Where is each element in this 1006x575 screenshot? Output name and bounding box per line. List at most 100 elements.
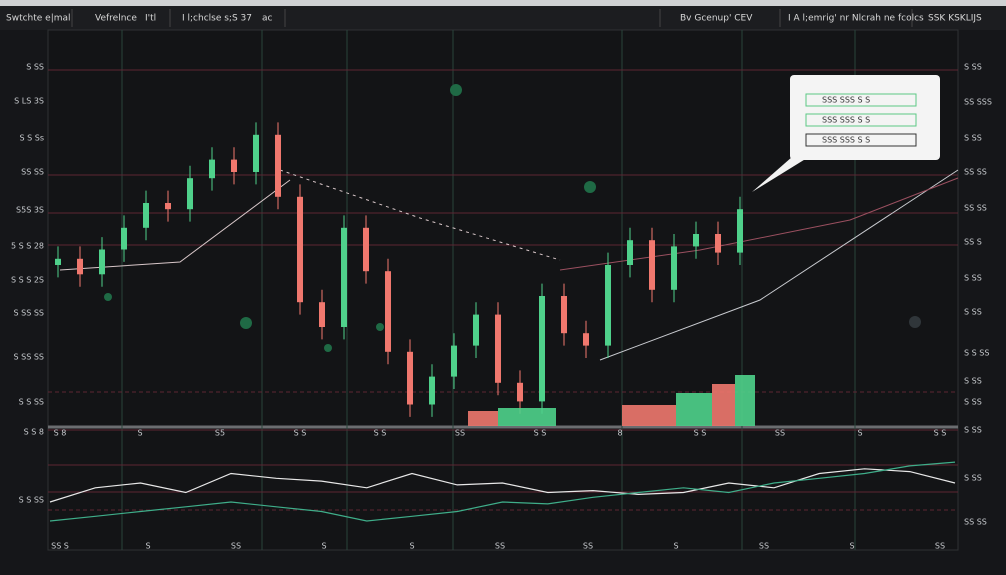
- decor: [59, 84, 959, 361]
- grid: [48, 30, 958, 550]
- bottom-axis-label: S S: [374, 429, 387, 438]
- left-axis-label: S S SS: [19, 398, 44, 407]
- candle-body: [737, 209, 743, 253]
- right-axis-label: SS S: [964, 238, 982, 247]
- marker-dot: [909, 316, 921, 328]
- candle-body: [143, 203, 149, 228]
- candle-body: [407, 351, 413, 405]
- toolbar-item[interactable]: I'tl: [145, 14, 156, 24]
- left-axis-label: S SS SS: [14, 353, 44, 362]
- candle-body: [649, 240, 655, 290]
- candle-body: [209, 159, 215, 179]
- bottom-axis-label: SS: [231, 542, 241, 551]
- bottom-axis-label: S 8: [54, 429, 67, 438]
- right-axis-label: SS SSS: [964, 98, 992, 107]
- left-axis-label: S SS: [26, 63, 44, 72]
- left-axis-label: S LS 3S: [14, 97, 44, 106]
- candle-body: [253, 134, 259, 172]
- volume-bar: [622, 405, 676, 426]
- candle-body: [275, 134, 281, 197]
- popup-bg: [790, 75, 940, 160]
- bottom-axis-label: SS: [775, 429, 785, 438]
- trend-line: [599, 169, 959, 361]
- bottom-axis-label: S S: [694, 429, 707, 438]
- bottom-axis-label: SS: [935, 542, 945, 551]
- candle-body: [55, 258, 61, 265]
- marker-dot: [324, 344, 332, 352]
- volume: [468, 375, 755, 426]
- popup-row-text: SSS SSS S S: [822, 96, 870, 105]
- candle-body: [187, 178, 193, 210]
- left-axis-label: S S S 2S: [11, 276, 44, 285]
- candle-body: [605, 265, 611, 346]
- volume-bar: [498, 408, 538, 426]
- right-axis-label: S SS: [964, 63, 982, 72]
- popup-pointer: [752, 150, 820, 192]
- right-axis-label: S SS: [964, 274, 982, 283]
- candle-body: [473, 314, 479, 346]
- toolbar-item[interactable]: I l;chclse s;S 37: [182, 14, 252, 24]
- toolbar-item[interactable]: I A l;emrig' nr Nlcrah ne fcolcs: [788, 14, 924, 24]
- candle-body: [693, 234, 699, 247]
- left-axis-label: SS SS: [21, 168, 44, 177]
- candle-body: [517, 382, 523, 402]
- candle-body: [671, 246, 677, 290]
- bottom-axis-label: SS S: [51, 542, 69, 551]
- bottom-axis-label: S: [409, 542, 414, 551]
- left-axis-label: S S 8: [24, 428, 44, 437]
- right-axis-label: SS SS: [964, 168, 987, 177]
- popup-row-text: SSS SSS S S: [822, 116, 870, 125]
- bottom-axis-label: S: [857, 429, 862, 438]
- bottom-axis-label: S: [321, 542, 326, 551]
- toolbar-item[interactable]: Vefrelnce: [95, 14, 137, 24]
- right-axis-label: S S SS: [964, 349, 989, 358]
- volume-bar: [676, 393, 712, 426]
- candle-body: [341, 227, 347, 327]
- toolbar-bg: [0, 6, 1006, 30]
- volume-bar: [538, 408, 556, 426]
- bottom-axis-label: SS: [583, 542, 593, 551]
- oscillator: [49, 461, 956, 522]
- marker-dot: [584, 181, 596, 193]
- popup-row-text: SSS SSS S S: [822, 136, 870, 145]
- candle-body: [99, 249, 105, 275]
- candle-body: [297, 196, 303, 303]
- left-axis-label: S5S 3S: [16, 206, 44, 215]
- popup-row: [805, 93, 917, 107]
- right-axis-label: SS SS: [964, 204, 987, 213]
- bottom-axis-label: S5: [215, 429, 225, 438]
- toolbar-item[interactable]: SSK KSKLIJS: [928, 14, 982, 24]
- toolbar-item[interactable]: ac: [262, 14, 273, 24]
- toolbar: Swtchte e|mal Vefrelnce I'tl I l;chclse s;S…: [0, 6, 1006, 30]
- toolbar-item[interactable]: Swtchte e|mal: [6, 14, 71, 24]
- oscillator-line: [49, 461, 956, 522]
- candle-body: [385, 271, 391, 352]
- candle-body: [451, 345, 457, 377]
- volume-bar: [735, 375, 755, 426]
- candle-body: [561, 296, 567, 334]
- candle-body: [583, 333, 589, 346]
- right-axis-label: S SS: [964, 377, 982, 386]
- bottom-axis-label: S: [849, 542, 854, 551]
- right-axis-label: S SS: [964, 426, 982, 435]
- bottom-axis-label: 8: [617, 429, 622, 438]
- candle-body: [429, 376, 435, 405]
- top-edge: [0, 0, 1006, 6]
- marker-dot: [104, 293, 112, 301]
- marker-dot: [376, 323, 384, 331]
- right-axis-label: S SS: [964, 398, 982, 407]
- popup-row: [805, 133, 917, 147]
- right-axis-label: S SS: [964, 308, 982, 317]
- bottom-axis-label: SS: [455, 429, 465, 438]
- left-axis-label: 5 S S 28: [11, 242, 44, 251]
- bottom-axis-label: SS: [495, 542, 505, 551]
- trend-line: [279, 169, 561, 261]
- right-axis-label: S SS: [964, 134, 982, 143]
- candle-body: [363, 227, 369, 272]
- candle-body: [231, 159, 237, 172]
- candle-body: [539, 296, 545, 402]
- bottom-axis-label: S S: [294, 429, 307, 438]
- toolbar-item[interactable]: Bv Gcenup' CEV: [680, 14, 753, 24]
